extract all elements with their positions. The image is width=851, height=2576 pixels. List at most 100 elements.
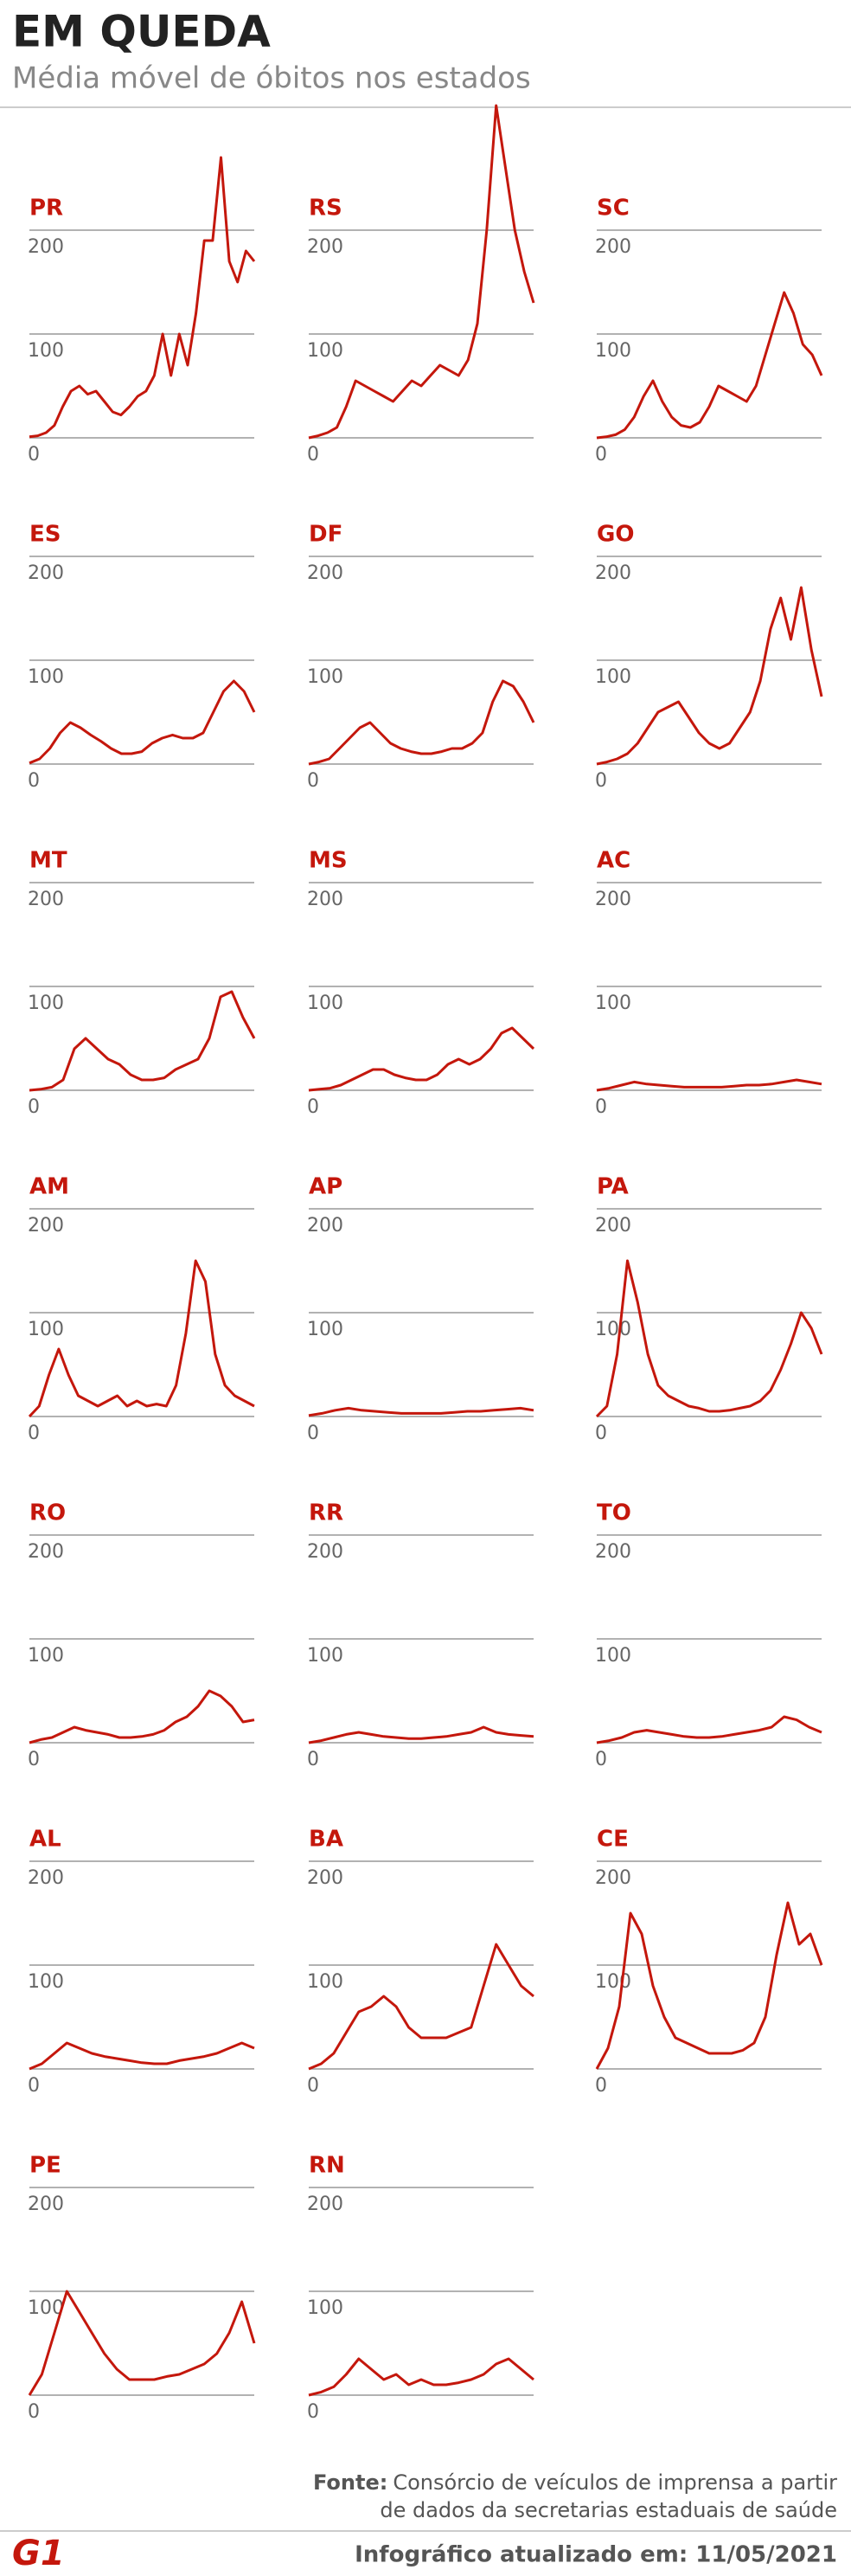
- y-tick-label: 0: [307, 2401, 319, 2423]
- y-tick-label: 100: [595, 1319, 631, 1340]
- panel-title: GO: [597, 522, 634, 548]
- y-tick-label: 100: [307, 2297, 343, 2319]
- subtitle: Média móvel de óbitos nos estados: [12, 61, 531, 96]
- y-tick-label: 100: [28, 340, 64, 362]
- panel-title: MT: [29, 848, 67, 874]
- y-tick-label: 0: [28, 2401, 40, 2423]
- line: [308, 1943, 534, 2071]
- panel-title: PA: [597, 1174, 629, 1200]
- y-tick-label: 200: [307, 1867, 343, 1889]
- y-tick-label: 200: [307, 2194, 343, 2215]
- y-tick-label: 100: [595, 992, 631, 1014]
- y-tick-label: 200: [307, 1215, 343, 1237]
- y-tick-label: 200: [28, 1541, 64, 1563]
- y-tick-label: 0: [595, 2075, 607, 2097]
- y-tick-label: 0: [307, 2075, 319, 2097]
- y-tick-label: 100: [307, 340, 343, 362]
- footer: Infográfico atualizado em: 11/05/2021: [355, 2542, 837, 2568]
- y-tick-label: 100: [28, 1971, 64, 1993]
- line: [596, 586, 823, 766]
- y-tick-label: 200: [307, 889, 343, 910]
- y-tick-label: 0: [307, 444, 319, 466]
- y-tick-label: 100: [595, 1971, 631, 1993]
- y-tick-label: 0: [595, 1749, 607, 1770]
- y-tick-label: 0: [28, 2075, 40, 2097]
- y-tick-label: 200: [595, 562, 631, 584]
- panel-title: AP: [309, 1174, 342, 1200]
- y-tick-label: 0: [307, 1423, 319, 1444]
- y-tick-label: 200: [595, 1215, 631, 1237]
- line: [308, 1406, 534, 1417]
- y-tick-label: 0: [307, 1096, 319, 1118]
- y-tick-label: 200: [28, 2194, 64, 2215]
- y-tick-label: 200: [28, 1215, 64, 1237]
- line: [28, 2290, 256, 2396]
- panel-title: DF: [309, 522, 342, 548]
- source: Fonte: Consórcio de veículos de imprensa …: [313, 2470, 837, 2495]
- line: [308, 2357, 534, 2397]
- line: [595, 1259, 823, 1418]
- panel-title: ES: [29, 522, 61, 548]
- panel-title: CE: [597, 1827, 629, 1853]
- y-tick-label: 0: [595, 770, 607, 792]
- panel-title: BA: [309, 1827, 343, 1853]
- y-tick-label: 200: [28, 1867, 64, 1889]
- y-tick-label: 0: [28, 1749, 40, 1770]
- line: [29, 156, 256, 439]
- line: [596, 1715, 822, 1744]
- y-tick-label: 0: [307, 770, 319, 792]
- line: [308, 104, 535, 440]
- panel-title: RO: [29, 1500, 66, 1526]
- y-tick-label: 100: [28, 666, 64, 688]
- y-tick-label: 100: [28, 2297, 64, 2319]
- y-tick-label: 0: [595, 444, 607, 466]
- y-tick-label: 100: [307, 1319, 343, 1340]
- y-tick-label: 200: [595, 236, 631, 258]
- y-tick-label: 100: [595, 340, 631, 362]
- panel-title: AC: [597, 848, 630, 874]
- line: [29, 990, 256, 1092]
- source-text: de dados da secretarias estaduais de saú…: [380, 2498, 837, 2522]
- y-tick-label: 200: [595, 1541, 631, 1563]
- panel-title: MS: [309, 848, 348, 874]
- y-tick-label: 200: [28, 889, 64, 910]
- title: EM QUEDA: [12, 7, 271, 57]
- line: [596, 1078, 822, 1092]
- panel-title: AM: [29, 1174, 69, 1200]
- y-tick-label: 200: [595, 1867, 631, 1889]
- y-tick-label: 0: [595, 1423, 607, 1444]
- y-tick-label: 0: [28, 1423, 40, 1444]
- y-tick-label: 200: [595, 889, 631, 910]
- line: [308, 679, 535, 766]
- y-tick-label: 200: [307, 236, 343, 258]
- panel-title: PR: [29, 196, 63, 222]
- panel-title: RS: [309, 196, 342, 222]
- line: [29, 2041, 255, 2071]
- panel-title: RN: [309, 2153, 345, 2179]
- y-tick-label: 200: [28, 562, 64, 584]
- y-tick-label: 100: [307, 666, 343, 688]
- y-tick-label: 200: [307, 562, 343, 584]
- y-tick-label: 0: [595, 1096, 607, 1118]
- panel-title: AL: [29, 1827, 61, 1853]
- y-tick-label: 100: [595, 666, 631, 688]
- y-tick-label: 0: [307, 1749, 319, 1770]
- y-tick-label: 0: [28, 770, 40, 792]
- panel-title: RR: [309, 1500, 343, 1526]
- y-tick-label: 100: [28, 1319, 64, 1340]
- line: [308, 1725, 534, 1744]
- y-tick-label: 100: [307, 992, 343, 1014]
- y-tick-label: 0: [28, 444, 40, 466]
- logo: G1: [12, 2534, 65, 2573]
- panel-title: PE: [29, 2153, 61, 2179]
- y-tick-label: 0: [28, 1096, 40, 1118]
- y-tick-label: 200: [307, 1541, 343, 1563]
- source-label: Fonte:: [313, 2470, 387, 2495]
- line: [595, 1901, 823, 2070]
- line: [29, 1689, 255, 1744]
- y-tick-label: 100: [595, 1645, 631, 1667]
- line: [308, 1026, 535, 1092]
- panel-title: TO: [597, 1500, 631, 1526]
